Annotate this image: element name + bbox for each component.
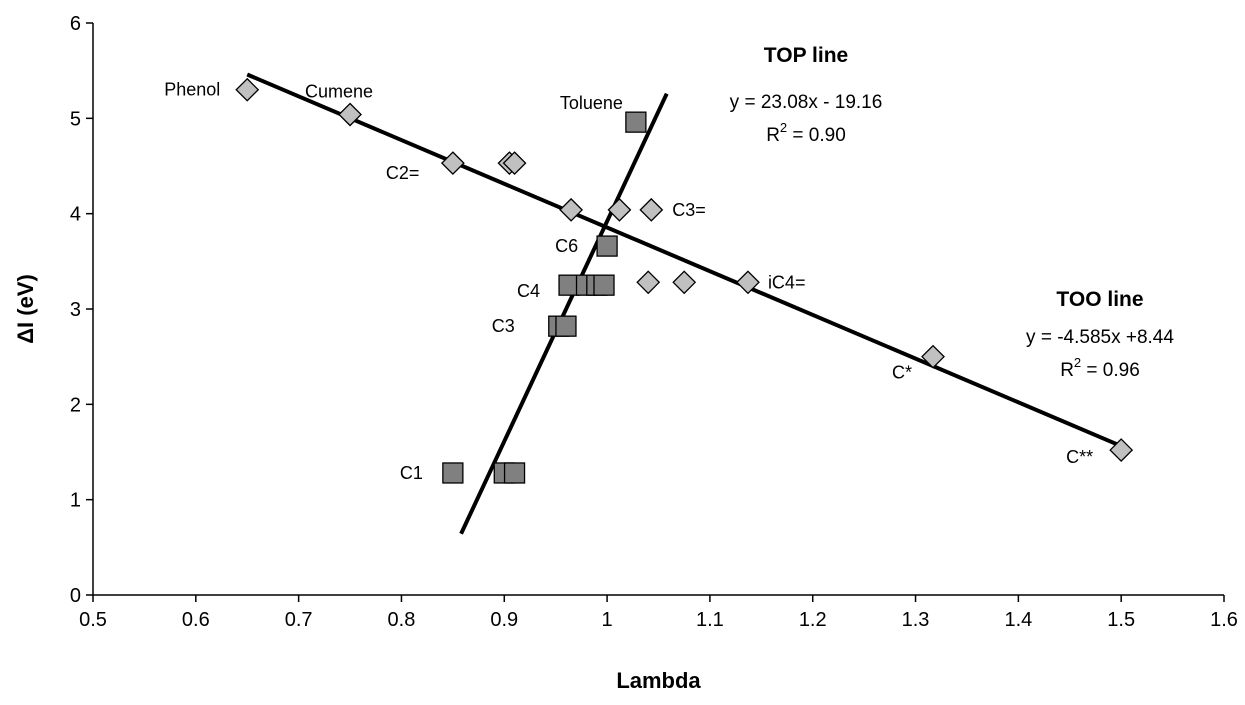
too-line-r2: R2 = 0.96 xyxy=(1060,355,1140,381)
y-tick-label: 3 xyxy=(70,299,81,321)
point-label: C3= xyxy=(672,200,706,220)
x-tick-label: 0.9 xyxy=(490,609,518,631)
diamond-point xyxy=(338,102,362,127)
diamond-point xyxy=(736,270,760,295)
point-label: Phenol xyxy=(164,80,220,100)
point-label: C2= xyxy=(386,163,420,183)
x-tick-label: 1 xyxy=(602,609,613,631)
y-tick-label: 2 xyxy=(70,394,81,416)
x-tick-label: 0.6 xyxy=(182,609,210,631)
diamond-point xyxy=(672,270,697,295)
diamond-point xyxy=(921,344,945,369)
point-label: C** xyxy=(1066,447,1093,467)
point-label: iC4= xyxy=(768,272,806,292)
diamond-point xyxy=(636,270,661,295)
square-point xyxy=(442,462,464,484)
diamond-point xyxy=(639,197,664,222)
square-point xyxy=(596,235,618,257)
x-tick-label: 1.2 xyxy=(799,609,827,631)
square-point xyxy=(555,315,577,337)
diamond-point xyxy=(1109,438,1134,463)
labels-layer: Phenol Cumene C2= Toluene C3= C6 C4 iC4= C3 C* C**… xyxy=(164,44,1174,483)
top-line-equation: y = 23.08x - 19.16 xyxy=(730,92,883,113)
x-axis-title: Lambda xyxy=(616,668,701,693)
diamond-point xyxy=(440,151,465,176)
point-label: Toluene xyxy=(560,93,623,113)
point-label: C1 xyxy=(400,463,423,483)
point-label: Cumene xyxy=(305,82,373,102)
x-tick-label: 0.5 xyxy=(79,609,107,631)
y-tick-label: 1 xyxy=(70,490,81,512)
trendlines-layer xyxy=(246,72,1122,535)
point-label: C3 xyxy=(492,316,515,336)
top-line-r2: R2 = 0.90 xyxy=(766,120,846,146)
too-line-equation: y = -4.585x +8.44 xyxy=(1026,327,1174,348)
square-point xyxy=(593,274,615,296)
x-tick-label: 1.1 xyxy=(696,609,724,631)
x-tick-label: 1.3 xyxy=(902,609,930,631)
diamond-point xyxy=(559,197,584,222)
top-line-title: TOP line xyxy=(764,44,848,67)
y-tick-label: 0 xyxy=(70,585,81,607)
x-tick-label: 0.8 xyxy=(388,609,416,631)
diamond-point xyxy=(235,77,260,102)
square-point xyxy=(625,111,647,133)
x-tick-label: 1.6 xyxy=(1210,609,1238,631)
square-point xyxy=(503,462,526,484)
y-tick-label: 4 xyxy=(70,204,81,226)
points-layer xyxy=(235,77,1134,484)
too-trendline xyxy=(246,72,1122,448)
x-tick-label: 1.5 xyxy=(1107,609,1135,631)
too-line-title: TOO line xyxy=(1056,288,1143,311)
y-tick-label: 6 xyxy=(70,13,81,35)
y-tick-label: 5 xyxy=(70,108,81,130)
y-axis-title: ΔI (eV) xyxy=(13,274,38,344)
axes-layer: 0.5 0.6 0.7 0.8 0.9 1 1.1 1.2 1.3 1.4 1.5 1.6 0 1 2 3 4 5… xyxy=(13,13,1238,693)
point-label: C6 xyxy=(555,236,578,256)
point-label: C* xyxy=(892,363,912,383)
diamond-point xyxy=(607,197,632,222)
x-tick-label: 1.4 xyxy=(1004,609,1032,631)
top-trendline xyxy=(459,92,669,535)
x-tick-label: 0.7 xyxy=(285,609,313,631)
diamond-point xyxy=(502,151,527,176)
point-label: C4 xyxy=(517,281,540,301)
